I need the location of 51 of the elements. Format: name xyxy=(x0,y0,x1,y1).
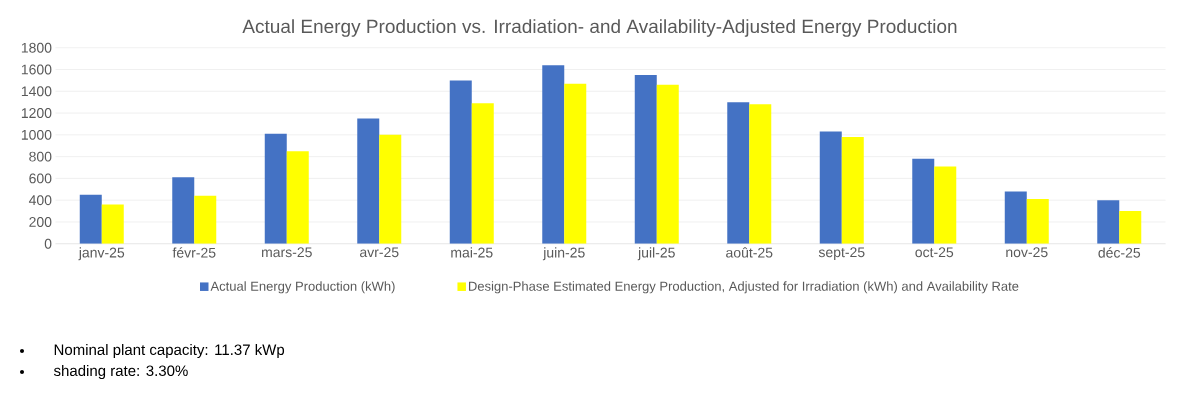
x-tick-label: juin-25 xyxy=(542,247,585,261)
bar xyxy=(934,166,957,244)
y-tick-label: 1600 xyxy=(21,64,52,75)
bar xyxy=(1004,191,1027,244)
y-tick-label: 600 xyxy=(29,173,52,184)
x-tick-label: févr-25 xyxy=(172,247,216,258)
bar xyxy=(912,158,935,244)
bar xyxy=(727,102,750,244)
bar xyxy=(1026,199,1049,244)
bar xyxy=(841,137,864,244)
bar xyxy=(264,133,287,244)
y-tick-label: 1800 xyxy=(21,42,52,53)
bar xyxy=(1097,200,1120,244)
bar xyxy=(819,131,842,244)
y-tick-label: 800 xyxy=(29,151,52,162)
bar xyxy=(194,195,217,244)
legend-label: Actual Energy Production (kWh) xyxy=(210,281,395,294)
bar xyxy=(449,80,472,244)
x-tick-label: nov-25 xyxy=(1006,247,1048,258)
x-tick-label: janv-25 xyxy=(78,247,125,261)
y-tick-label: 200 xyxy=(29,216,52,227)
y-tick-label: 400 xyxy=(28,195,52,206)
y-tick-label: 1200 xyxy=(21,108,52,119)
bar xyxy=(749,104,772,244)
y-tick-label: 1000 xyxy=(21,129,52,140)
bar xyxy=(172,177,195,244)
x-tick-label: oct-25 xyxy=(915,247,954,258)
bar xyxy=(79,194,102,244)
text: shading rate: 3.30% xyxy=(53,365,188,379)
x-tick-label: mars-25 xyxy=(262,247,312,258)
bar xyxy=(471,103,494,244)
x-tick-label: sept-25 xyxy=(818,247,865,260)
chart-title: Actual Energy Production vs. Irradiation- and Availability-Adjusted Energy Production xyxy=(242,19,957,37)
bar xyxy=(101,204,124,244)
bar xyxy=(379,134,402,244)
bar xyxy=(357,118,380,244)
bar xyxy=(1119,211,1142,244)
bar xyxy=(286,151,309,244)
x-tick-label: juil-25 xyxy=(637,247,675,261)
bar xyxy=(564,83,587,244)
x-tick-label: avr-25 xyxy=(360,247,399,258)
bar xyxy=(542,65,565,244)
bar xyxy=(634,74,657,244)
bar xyxy=(656,84,679,244)
x-tick-label: mai-25 xyxy=(451,247,493,258)
x-tick-label: déc-25 xyxy=(1098,247,1141,258)
x-tick-label: août-25 xyxy=(726,247,773,258)
text: Nominal plant capacity: 11.37 kWp xyxy=(54,344,285,358)
y-tick-label: 1400 xyxy=(21,86,52,97)
y-tick-label: 0 xyxy=(44,238,52,249)
legend-label: Design-Phase Estimated Energy Production, Adjusted for Irradiation (kWh) and Availability Rate xyxy=(469,281,1019,294)
